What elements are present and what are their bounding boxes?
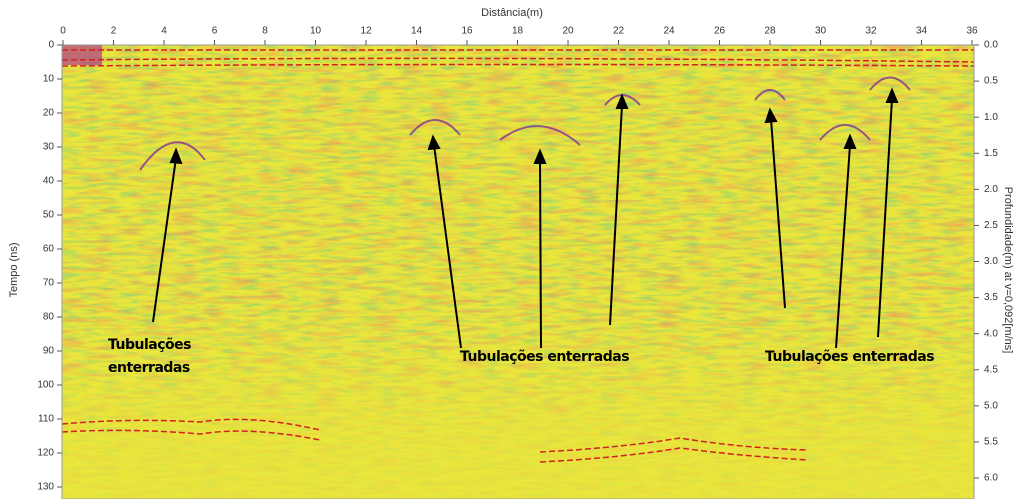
x-tick-label: 26 — [714, 26, 726, 37]
y-tick-label: 40 — [43, 176, 55, 187]
x-tick-label: 2 — [111, 26, 117, 37]
x-tick-label: 4 — [161, 26, 167, 37]
y-tick-label: 10 — [43, 74, 55, 85]
y-tick-label: 0 — [48, 40, 54, 51]
y-tick-label: 20 — [43, 108, 55, 119]
y2-tick-label: 5.0 — [984, 400, 998, 411]
y2-tick-label: 2.5 — [984, 220, 998, 231]
x-tick-label: 14 — [411, 26, 423, 37]
y-tick-label: 50 — [43, 210, 55, 221]
y-tick-label: 30 — [43, 142, 55, 153]
x-tick-label: 18 — [512, 26, 524, 37]
y-tick-label: 60 — [43, 244, 55, 255]
y2-tick-label: 4.5 — [984, 364, 998, 375]
y2-tick-label: 2.0 — [984, 184, 998, 195]
y-tick-label: 90 — [43, 346, 55, 357]
y-tick-label: 100 — [37, 380, 54, 391]
y-tick-label: 130 — [37, 482, 54, 493]
y2-tick-label: 4.0 — [984, 328, 998, 339]
y2-tick-label: 1.0 — [984, 112, 998, 123]
x-tick-label: 36 — [966, 26, 978, 37]
y2-tick-label: 0.5 — [984, 76, 998, 87]
x-tick-label: 30 — [815, 26, 827, 37]
x-tick-label: 10 — [310, 26, 322, 37]
x-tick-label: 22 — [613, 26, 625, 37]
y2-tick-label: 5.5 — [984, 437, 998, 448]
y-tick-label: 70 — [43, 278, 55, 289]
x-tick-label: 32 — [865, 26, 877, 37]
y2-tick-label: 3.5 — [984, 292, 998, 303]
x-tick-label: 8 — [262, 26, 268, 37]
radargram-figure: Distância(m) Tempo (ns) Profundidade(m) … — [0, 0, 1022, 499]
y-tick-label: 80 — [43, 312, 55, 323]
annotation: enterradas — [108, 360, 190, 376]
x-tick-label: 0 — [60, 26, 66, 37]
y2-tick-label: 0.0 — [984, 40, 998, 51]
radargram — [62, 45, 974, 499]
y2-tick-label: 1.5 — [984, 148, 998, 159]
x-tick-label: 20 — [562, 26, 574, 37]
y-tick-label: 120 — [37, 448, 54, 459]
y2-tick-label: 3.0 — [984, 256, 998, 267]
x-tick-label: 16 — [461, 26, 473, 37]
y-tick-label: 110 — [38, 414, 54, 425]
y-axis-title: Tempo (ns) — [8, 242, 20, 297]
y2-tick-label: 6.0 — [984, 473, 998, 484]
x-tick-label: 24 — [663, 26, 675, 37]
x-tick-label: 28 — [764, 26, 776, 37]
annotation: Tubulações — [108, 337, 191, 353]
annotation: Tubulações enterradas — [460, 349, 629, 365]
y2-axis-title: Profundidade(m) at v=0,092[m/ns] — [1002, 187, 1014, 354]
x-tick-label: 6 — [212, 26, 218, 37]
x-tick-label: 34 — [916, 26, 928, 37]
x-tick-label: 12 — [360, 26, 372, 37]
x-axis-title: Distância(m) — [481, 7, 543, 19]
annotation: Tubulações enterradas — [765, 349, 934, 365]
